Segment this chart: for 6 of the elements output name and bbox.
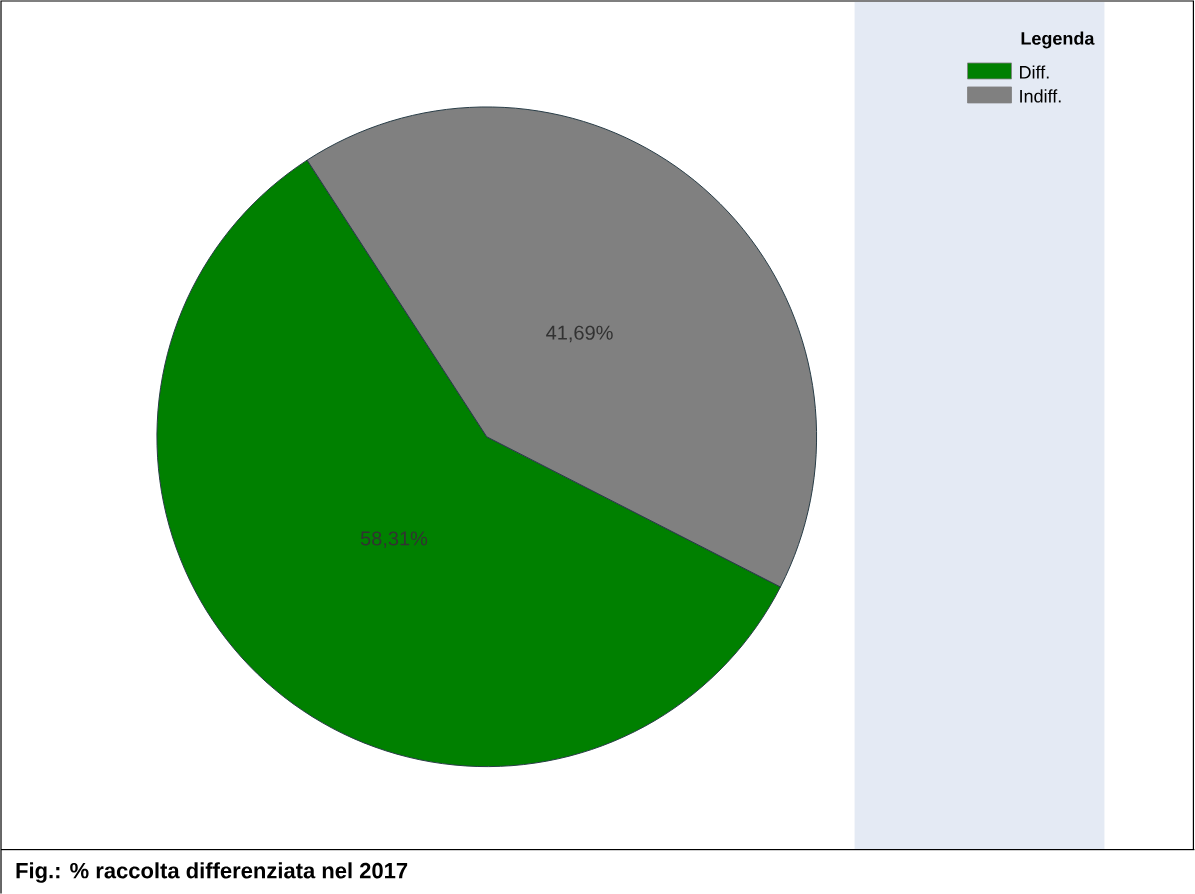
legend-label: Diff. (1020, 65, 1049, 79)
legend-label: Indiff. (1020, 89, 1061, 103)
text: Fig.: % raccolta differenziata nel 2017 (16, 862, 408, 883)
legend-title: Legenda (1021, 31, 1095, 49)
data-label: 41,69% (546, 325, 613, 343)
data-label: 58,31% (360, 531, 428, 548)
